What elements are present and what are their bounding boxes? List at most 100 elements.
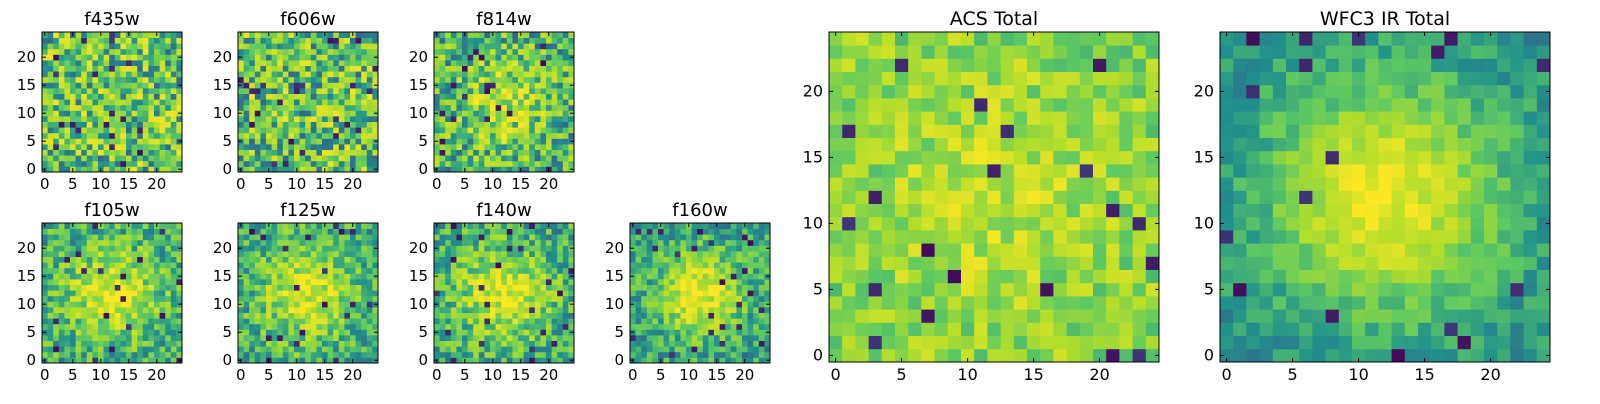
heatmap-cell [120,285,126,291]
heatmap-cell [165,110,171,116]
heatmap-cell [697,262,703,268]
heatmap-cell [81,99,87,105]
heatmap-cell [451,49,457,55]
heatmap-cell [81,329,87,335]
heatmap-cell [540,82,546,88]
heatmap-cell [356,60,362,66]
heatmap-cell [563,60,569,66]
heatmap-cell [160,105,166,111]
heatmap-cell [445,77,451,83]
heatmap-cell [501,155,507,161]
heatmap-cell [115,60,121,66]
heatmap-cell [552,318,558,324]
heatmap-cell [344,82,350,88]
heatmap-cell [98,110,104,116]
heatmap-cell [507,290,513,296]
heatmap-cell [961,322,975,336]
heatmap-cell [53,38,59,44]
heatmap-cell [445,38,451,44]
heatmap-cell [272,38,278,44]
heatmap-cell [59,329,65,335]
heatmap-cell [48,285,54,291]
heatmap-cell [244,229,250,235]
heatmap-cell [115,71,121,77]
heatmap-cell [238,94,244,100]
heatmap-cell [1093,190,1107,204]
heatmap-cell [249,268,255,274]
heatmap-cell [294,324,300,330]
heatmap-cell [300,133,306,139]
heatmap-cell [322,66,328,72]
heatmap-cell [540,318,546,324]
heatmap-cell [496,71,502,77]
heatmap-cell [272,82,278,88]
heatmap-cell [160,122,166,128]
heatmap-cell [283,273,289,279]
heatmap-cell [557,313,563,319]
heatmap-cell [64,54,70,60]
heatmap-cell [255,161,261,167]
heatmap-cell [305,229,311,235]
heatmap-cell [143,268,149,274]
heatmap-cell [714,313,720,319]
heatmap-cell [1106,217,1120,231]
heatmap-cell [496,32,502,38]
heatmap-cell [921,283,935,297]
heatmap-cell [98,335,104,341]
heatmap-cell [546,245,552,251]
heatmap-cell [137,223,143,229]
heatmap-cell [895,151,909,165]
heatmap-cell [703,234,709,240]
heatmap-cell [1106,283,1120,297]
heatmap-cell [451,155,457,161]
heatmap-cell [132,150,138,156]
heatmap-cell [496,341,502,347]
heatmap-cell [759,318,765,324]
heatmap-cell [109,285,115,291]
heatmap-cell [148,49,154,55]
heatmap-cell [356,116,362,122]
heatmap-cell [120,116,126,122]
heatmap-cell [283,234,289,240]
heatmap-cell [987,230,1001,244]
heatmap-cell [361,155,367,161]
heatmap-cell [328,318,334,324]
heatmap-cell [283,155,289,161]
heatmap-cell [974,190,988,204]
heatmap-cell [742,273,748,279]
heatmap-cell [104,66,110,72]
heatmap-cell [328,150,334,156]
heatmap-cell [356,329,362,335]
heatmap-cell [641,341,647,347]
heatmap-cell [53,133,59,139]
heatmap-cell [731,335,737,341]
heatmap-cell [703,285,709,291]
heatmap-cell [53,307,59,313]
heatmap-cell [70,43,76,49]
heatmap-cell [53,262,59,268]
heatmap-cell [507,251,513,257]
heatmap-cell [260,262,266,268]
heatmap-cell [109,279,115,285]
heatmap-cell [736,223,742,229]
heatmap-cell [316,307,322,313]
heatmap-cell [512,318,518,324]
heatmap-cell [70,122,76,128]
heatmap-cell [680,335,686,341]
heatmap-cell [160,43,166,49]
heatmap-cell [367,341,373,347]
heatmap-cell [137,257,143,263]
heatmap-cell [473,116,479,122]
heatmap-cell [48,110,54,116]
heatmap-cell [753,240,759,246]
heatmap-cell [440,66,446,72]
heatmap-cell [367,60,373,66]
heatmap-cell [708,251,714,257]
heatmap-cell [563,94,569,100]
heatmap-cell [440,138,446,144]
heatmap-cell [143,99,149,105]
heatmap-cell [552,352,558,358]
heatmap-cell [479,285,485,291]
y-tick-label: 20 [17,48,36,66]
heatmap-cell [143,307,149,313]
